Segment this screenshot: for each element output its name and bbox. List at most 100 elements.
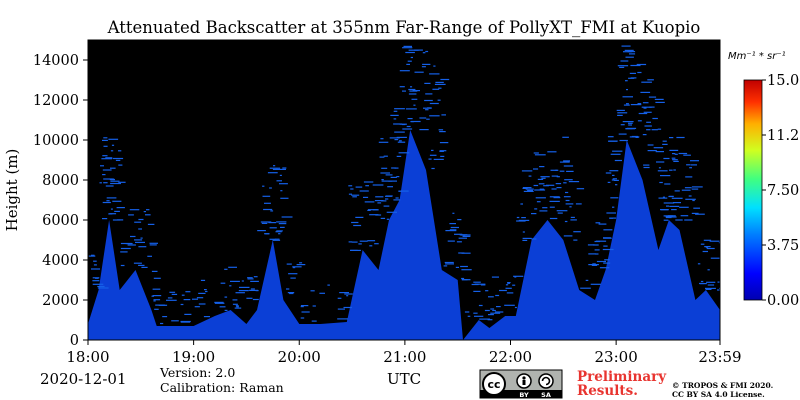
signal-streak	[433, 65, 436, 67]
signal-streak	[564, 179, 573, 181]
signal-streak	[264, 202, 271, 204]
signal-streak	[153, 277, 161, 279]
signal-streak	[372, 184, 384, 186]
signal-streak	[402, 90, 406, 92]
signal-streak	[660, 209, 669, 211]
signal-streak	[637, 71, 642, 74]
signal-streak	[622, 121, 634, 123]
colorbar-tick-label: 7.50	[767, 183, 799, 199]
signal-streak	[270, 210, 274, 212]
signal-streak	[461, 277, 465, 280]
cc-by-label: BY	[519, 391, 529, 399]
signal-streak	[100, 165, 104, 167]
x-tick-label: 21:00	[383, 348, 426, 366]
signal-streak	[494, 311, 504, 313]
signal-streak	[441, 114, 446, 116]
signal-streak	[559, 161, 570, 163]
signal-streak	[337, 297, 342, 299]
signal-streak	[553, 197, 561, 199]
signal-streak	[617, 65, 629, 67]
signal-streak	[485, 290, 489, 292]
signal-streak	[683, 154, 691, 156]
signal-streak	[621, 45, 631, 47]
signal-streak	[116, 207, 125, 209]
signal-streak	[253, 276, 258, 278]
signal-streak	[365, 185, 369, 187]
signal-streak	[595, 222, 601, 224]
signal-streak	[120, 264, 125, 267]
signal-streak	[344, 293, 353, 295]
signal-streak	[433, 158, 444, 160]
signal-streak	[214, 302, 225, 304]
signal-streak	[623, 104, 630, 106]
signal-streak	[549, 217, 558, 220]
signal-streak	[138, 246, 147, 248]
signal-streak	[389, 137, 400, 139]
signal-streak	[143, 211, 146, 213]
signal-streak	[422, 52, 426, 54]
signal-streak	[570, 219, 577, 221]
signal-streak	[114, 210, 120, 212]
signal-streak	[93, 260, 97, 262]
signal-streak	[651, 129, 658, 131]
signal-streak	[220, 282, 226, 284]
signal-streak	[685, 176, 693, 178]
signal-streak	[111, 144, 115, 146]
signal-streak	[533, 184, 539, 187]
chart-title: Attenuated Backscatter at 355nm Far-Rang…	[107, 18, 701, 37]
signal-streak	[99, 182, 102, 184]
signal-streak	[348, 185, 353, 187]
signal-streak	[440, 155, 445, 157]
signal-streak	[92, 280, 100, 282]
signal-streak	[559, 170, 565, 172]
signal-streak	[504, 304, 515, 306]
signal-streak	[603, 262, 611, 264]
calibration-label: Calibration: Raman	[160, 380, 284, 395]
signal-streak	[406, 63, 410, 65]
signal-streak	[337, 308, 345, 310]
signal-streak	[439, 142, 449, 144]
signal-streak	[425, 109, 429, 111]
signal-streak	[383, 205, 390, 207]
signal-streak	[184, 313, 192, 315]
signal-streak	[705, 288, 712, 290]
signal-streak	[235, 305, 239, 307]
signal-streak	[449, 223, 456, 225]
signal-streak	[426, 118, 430, 120]
signal-streak	[101, 158, 112, 160]
signal-streak	[102, 218, 108, 220]
signal-streak	[205, 290, 208, 293]
signal-streak	[540, 176, 550, 178]
signal-streak	[127, 244, 136, 246]
signal-streak	[348, 193, 352, 195]
signal-streak	[337, 318, 348, 320]
copyright-line1: © TROPOS & FMI 2020.	[672, 381, 773, 390]
signal-streak	[398, 190, 409, 192]
signal-streak	[673, 160, 679, 162]
signal-streak	[246, 297, 253, 299]
signal-streak	[267, 172, 278, 174]
y-tick-label: 0	[70, 333, 79, 349]
signal-streak	[587, 244, 595, 246]
signal-streak	[268, 222, 277, 224]
signal-streak	[663, 202, 675, 204]
signal-streak	[274, 238, 280, 240]
signal-streak	[286, 263, 292, 265]
y-tick-label: 4000	[42, 253, 79, 269]
signal-streak	[534, 154, 546, 156]
signal-streak	[171, 320, 179, 322]
signal-streak	[429, 73, 440, 75]
signal-streak	[539, 166, 545, 168]
signal-streak	[300, 305, 309, 307]
signal-streak	[276, 180, 282, 182]
signal-streak	[276, 221, 287, 223]
signal-streak	[272, 239, 281, 241]
signal-streak	[629, 53, 636, 55]
signal-streak	[588, 264, 599, 266]
signal-streak	[408, 49, 419, 51]
signal-streak	[145, 214, 151, 216]
signal-streak	[643, 107, 647, 109]
copyright-line2: CC BY SA 4.0 License.	[672, 390, 765, 399]
signal-streak	[615, 184, 618, 186]
signal-streak	[691, 188, 699, 190]
